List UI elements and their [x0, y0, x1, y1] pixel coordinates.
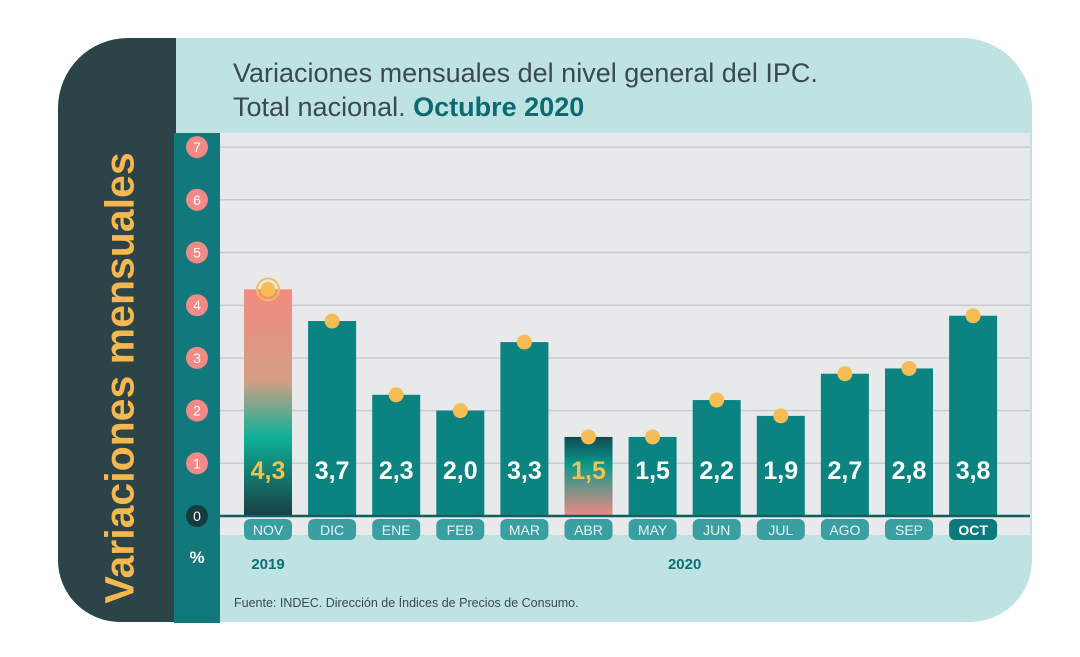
bar-dic: [308, 321, 357, 516]
bar-oct: [949, 315, 998, 516]
value-label: 4,3: [251, 457, 286, 485]
point-jun: [709, 392, 725, 408]
y-tick-badge: [186, 136, 208, 159]
bar-mar: [500, 342, 549, 516]
point-may: [645, 429, 661, 445]
bar-sep: [885, 368, 933, 516]
bar-nov: [244, 289, 292, 516]
y-tick-label: 2: [193, 403, 201, 419]
chart-title: Variaciones mensuales del nivel general …: [233, 56, 818, 124]
y-tick-badge: [186, 294, 208, 317]
bar-feb: [436, 410, 485, 516]
x-tick-label: MAR: [509, 522, 540, 538]
value-label: 1,5: [635, 457, 670, 485]
y-tick-badge: [186, 346, 208, 369]
month-tag: [949, 519, 998, 540]
point-dic: [324, 313, 340, 329]
value-label: 3,3: [507, 457, 542, 485]
y-tick-badge: [186, 241, 208, 264]
year-label: 2020: [668, 556, 701, 573]
chart-title-line2-accent: Octubre 2020: [413, 92, 585, 122]
y-tick-label: 3: [193, 350, 201, 366]
month-tag: [244, 519, 292, 540]
chart-title-line2-plain: Total nacional.: [233, 92, 406, 122]
y-tick-label: 4: [193, 297, 201, 313]
unit-label: %: [189, 548, 204, 567]
point-mar: [516, 334, 532, 350]
value-label: 2,2: [699, 457, 734, 485]
x-tick-label: NOV: [253, 522, 284, 538]
month-tag: [500, 519, 549, 540]
y-tick-badge: [186, 399, 208, 422]
point-jul: [773, 408, 789, 424]
x-tick-label: ENE: [382, 522, 411, 538]
value-label: 3,7: [315, 457, 350, 485]
bar-jun: [692, 400, 741, 516]
point-ago: [837, 366, 853, 382]
x-tick-label: JUN: [703, 522, 730, 538]
y-tick-label: 0: [193, 508, 201, 524]
y-tick-label: 1: [193, 455, 201, 471]
bar-may: [628, 436, 677, 516]
month-tag: [756, 519, 805, 540]
month-tag: [308, 519, 357, 540]
month-tag: [820, 519, 869, 540]
source-note: Fuente: INDEC. Dirección de Índices de P…: [234, 596, 579, 610]
y-axis-strip: [174, 133, 220, 623]
month-tag: [628, 519, 677, 540]
y-tick-label: 7: [193, 139, 201, 155]
chart-title-line2: Total nacional. Octubre 2020: [233, 90, 818, 124]
point-sep: [901, 360, 917, 376]
x-tick-label: DIC: [320, 522, 344, 538]
bar-abr: [564, 436, 613, 516]
chart-title-line1: Variaciones mensuales del nivel general …: [233, 58, 818, 88]
y-tick-label: 5: [193, 245, 201, 261]
x-tick-label: FEB: [447, 522, 474, 538]
value-label: 2,3: [379, 457, 414, 485]
bar-jul: [756, 415, 805, 516]
y-tick-label: 6: [193, 192, 201, 208]
month-tag: [885, 519, 933, 540]
month-tag: [564, 519, 613, 540]
point-oct: [965, 308, 981, 324]
month-tag: [372, 519, 421, 540]
year-label: 2019: [251, 556, 284, 573]
y-tick-badge: [186, 452, 208, 475]
month-tag: [692, 519, 741, 540]
x-tick-label: AGO: [829, 522, 860, 538]
y-tick-badge: [186, 188, 208, 211]
value-label: 1,9: [763, 457, 798, 485]
bar-ene: [372, 394, 421, 516]
x-tick-label: OCT: [958, 522, 988, 538]
x-tick-label: MAY: [638, 522, 668, 538]
value-label: 1,5: [571, 457, 606, 485]
x-tick-label: JUL: [768, 522, 793, 538]
value-label: 2,7: [828, 457, 863, 485]
point-nov: [260, 281, 276, 297]
point-ring: [256, 277, 280, 302]
side-panel: [58, 38, 176, 622]
month-tag: [436, 519, 485, 540]
value-label: 3,8: [956, 457, 991, 485]
x-tick-label: SEP: [895, 522, 923, 538]
x-tick-label: ABR: [574, 522, 603, 538]
point-ene: [388, 387, 404, 403]
value-label: 2,8: [892, 457, 927, 485]
point-abr: [581, 429, 596, 445]
point-feb: [452, 403, 468, 419]
y-tick-badge: [186, 505, 208, 527]
value-label: 2,0: [443, 457, 478, 485]
bar-ago: [820, 373, 869, 516]
